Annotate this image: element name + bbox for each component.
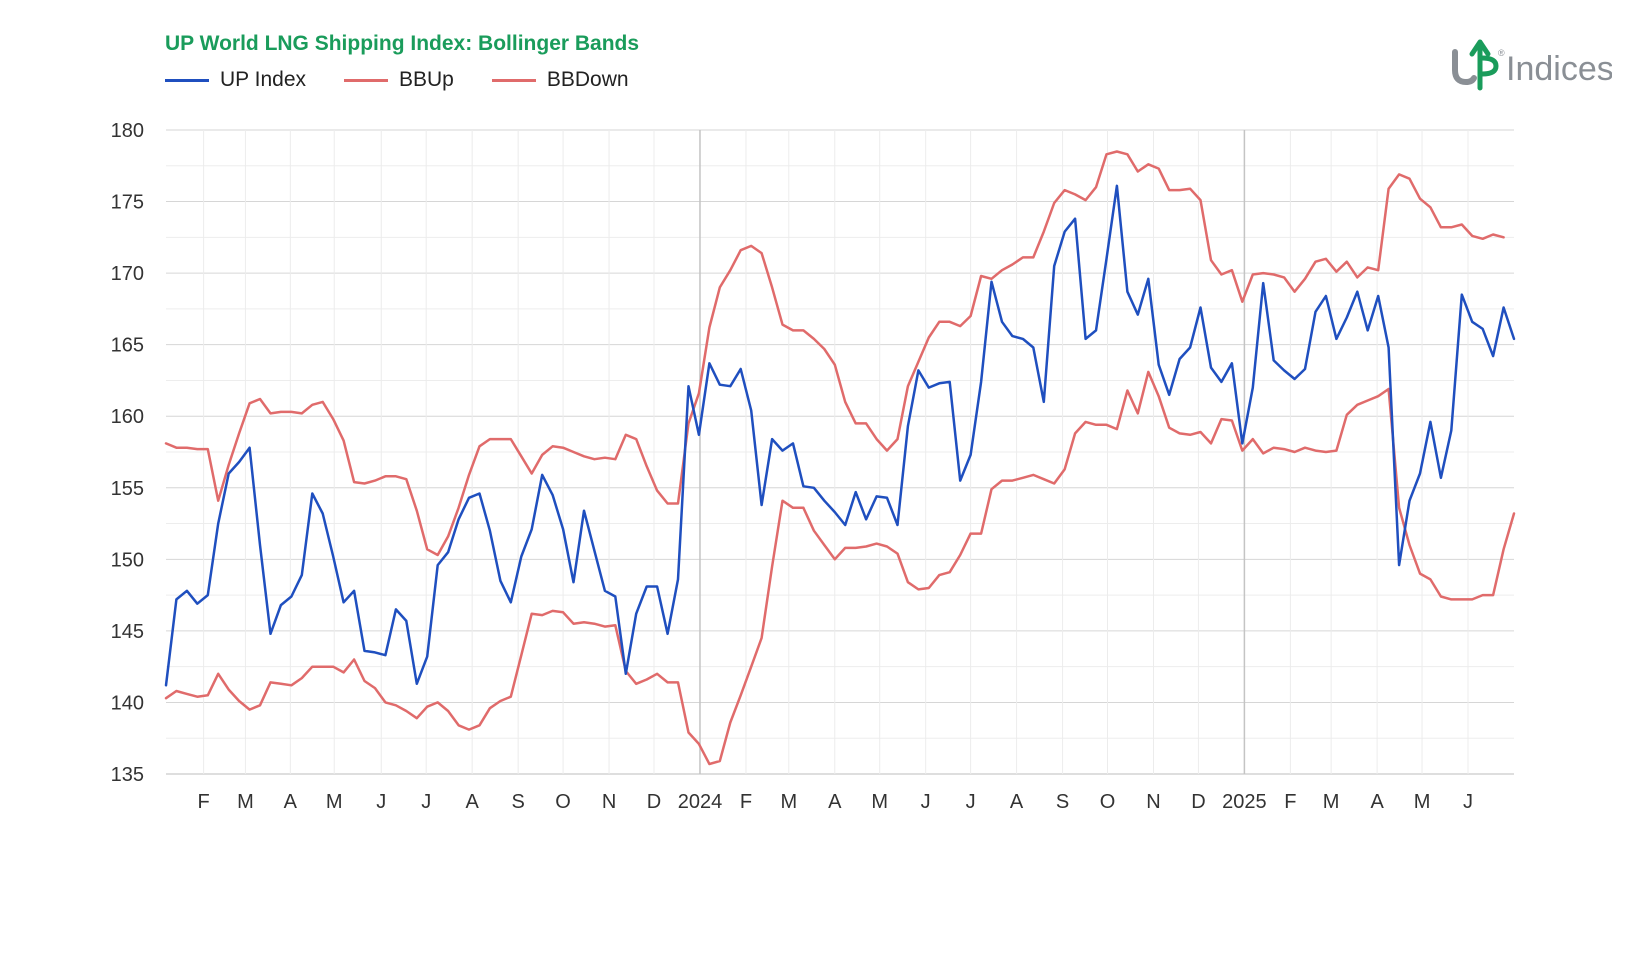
legend-label-bbdown: BBDown [546, 68, 629, 91]
x-tick-label: N [1146, 791, 1160, 813]
x-tick-label: A [284, 791, 298, 813]
series-line-bbup[interactable] [164, 150, 1505, 557]
legend-item-bbup[interactable]: BBUp [344, 68, 454, 92]
logo-text: Indices [1506, 50, 1612, 88]
x-tick-label: A [828, 791, 842, 813]
y-tick-label: 170 [111, 263, 144, 285]
y-tick-label: 155 [111, 478, 144, 500]
x-tick-label: D [1191, 791, 1205, 813]
chart-legend: UP Index BBUp BBDown [165, 68, 667, 92]
legend-item-bbdown[interactable]: BBDown [491, 68, 629, 92]
x-tick-label: J [921, 791, 931, 813]
x-tick-label: F [1284, 791, 1296, 813]
legend-item-up-index[interactable]: UP Index [165, 68, 306, 92]
x-tick-label: N [602, 791, 616, 813]
y-tick-label: 135 [111, 764, 144, 786]
x-axis-ticks: F M A M J J A S O N D 2024 F M A M J J A S O N D 2025 F M A M J [198, 791, 1474, 813]
x-tick-label: M [1323, 791, 1340, 813]
x-tick-label: A [466, 791, 480, 813]
y-tick-label: 140 [111, 692, 144, 714]
x-tick-label: F [740, 791, 752, 813]
logo-p-arrow-icon [1469, 39, 1491, 91]
x-tick-label: S [511, 791, 524, 813]
y-tick-label: 180 [111, 120, 144, 142]
x-tick-label: J [376, 791, 386, 813]
legend-label-up-index: UP Index [220, 68, 306, 91]
legend-swatch-bbdown [491, 78, 536, 82]
x-tick-label: S [1056, 791, 1069, 813]
chart-title: UP World LNG Shipping Index: Bollinger B… [165, 32, 640, 55]
legend-swatch-bbup [344, 78, 388, 82]
y-tick-label: 145 [111, 621, 144, 643]
y-tick-label: 165 [111, 335, 144, 357]
logo-u-mark [1452, 49, 1477, 86]
minor-grid [166, 165, 1514, 739]
x-tick-label: J [1463, 791, 1473, 813]
x-tick-label: M [237, 791, 254, 813]
x-tick-label: O [555, 791, 571, 813]
series-line-bbdown[interactable] [164, 370, 1516, 766]
x-tick-label: M [1414, 791, 1431, 813]
y-tick-label: 175 [111, 192, 144, 214]
y-tick-label: 160 [111, 406, 144, 428]
x-tick-label: J [421, 791, 431, 813]
logo-registered-mark: ® [1498, 48, 1505, 58]
series-lines [164, 150, 1516, 766]
x-tick-label: 2025 [1222, 791, 1267, 813]
logo-p-bowl [1481, 55, 1499, 77]
x-tick-label: J [966, 791, 976, 813]
up-indices-logo: ® Indices [1452, 39, 1612, 91]
x-tick-label: D [647, 791, 661, 813]
x-tick-label: 2024 [678, 791, 723, 813]
y-tick-label: 150 [111, 549, 144, 571]
x-tick-label: M [871, 791, 888, 813]
x-tick-label: M [780, 791, 797, 813]
series-line-up-index[interactable] [164, 184, 1516, 687]
legend-swatch-up-index [165, 78, 209, 82]
x-tick-label: F [198, 791, 210, 813]
x-tick-label: M [326, 791, 343, 813]
y-axis-ticks: 135 140 145 150 155 160 165 170 175 180 [111, 120, 144, 786]
x-tick-label: A [1010, 791, 1024, 813]
x-tick-label: O [1100, 791, 1116, 813]
x-tick-label: A [1370, 791, 1384, 813]
legend-label-bbup: BBUp [399, 68, 454, 91]
